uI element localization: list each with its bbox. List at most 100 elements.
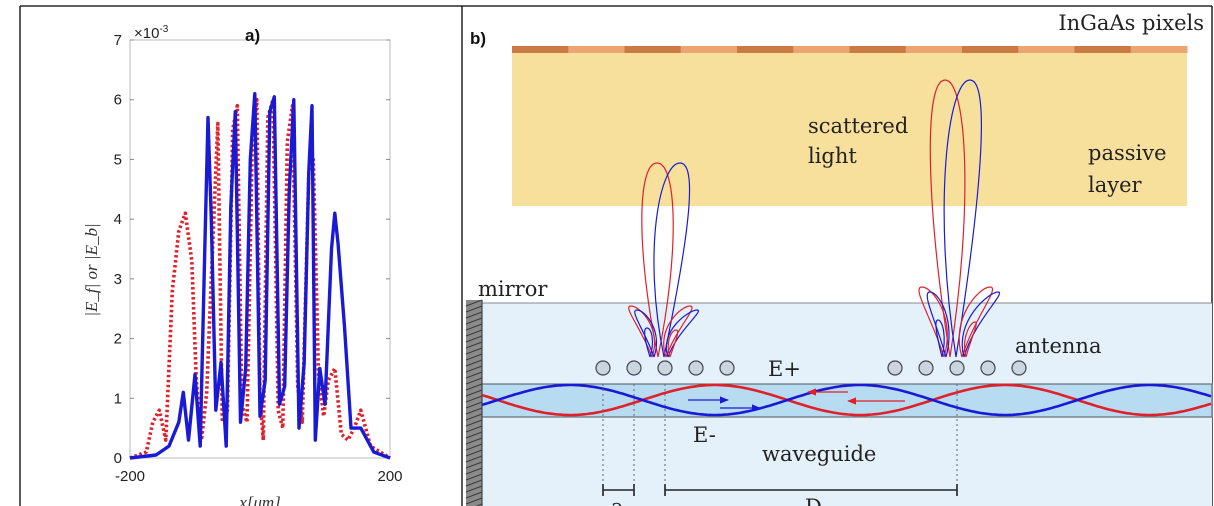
y-tick-label: 3 [114,271,122,288]
mirror-hatch-line [465,299,483,307]
y-tick-label: 6 [114,92,122,109]
mirror-hatch-line [465,425,483,433]
y-tick-label: 7 [114,32,122,49]
passive-layer-label-line2: layer [1088,173,1143,197]
y-tick-label: 2 [114,331,122,348]
pixel [1018,46,1075,53]
mirror-hatch-line [465,311,483,319]
mirror-hatch-line [465,449,483,457]
pixel [680,46,738,53]
dimension-bars [602,484,958,496]
mirror-label: mirror [478,277,548,301]
y-tick-label: 5 [114,151,122,168]
scattering-lobe [667,329,679,358]
pixel [512,46,569,53]
mirror-hatch-line [465,335,483,343]
scattering-lobe [958,286,993,358]
panel-a-field-plot: 0 1 2 3 4 5 6 7 -200 200 a) ×10-3 |E_f| or |E_b|… [82,24,403,506]
e-minus-label: E- [693,423,716,447]
pixel [568,46,625,53]
pixel [1130,46,1188,53]
mirror-hatch-line [465,371,483,379]
mirror-hatch-line [465,329,483,337]
mirror-hatch-line [465,401,483,409]
x-tick-label: -200 [115,468,145,485]
mirror-hatch-line [465,479,483,487]
scattering-lobe [665,309,700,358]
scattering-lobe [935,319,945,358]
mirror-hatch-line [465,353,483,361]
mirror-hatch-line [465,413,483,421]
mirror-hatch-line [465,431,483,439]
pixel [1074,46,1132,53]
mirror-hatch-line [465,317,483,325]
propagation-arrows [688,388,905,412]
antenna-element [887,360,903,376]
spacing-d-label: D [805,495,822,506]
scattering-lobe [628,305,656,358]
e-plus-label: E+ [768,357,801,381]
y-axis-ticks: 0 1 2 3 4 5 6 7 [114,32,390,467]
y-multiplier: ×10-3 [134,24,169,42]
ingaas-pixels-label: InGaAs pixels [1058,11,1204,35]
mirror-hatch-line [465,389,483,397]
scattering-lobe [964,321,977,358]
y-tick-label: 4 [114,211,122,228]
scattered-light-label-line2: light [808,144,857,168]
mirror-hatch-line [465,473,483,481]
mirror-hatch-line [465,419,483,427]
spacing-a-label: a [611,495,624,506]
mirror-hatch-line [465,395,483,403]
mirror-hatch-line [465,365,483,373]
waveguide-label: waveguide [762,442,876,466]
pixel [624,46,682,53]
panel-b-device-schematic: b) InGaAs pixels scattered light passive… [465,11,1213,506]
mirror-hatch-line [465,347,483,355]
scattering-lobe [644,327,654,358]
pixel [849,46,907,53]
scattering-lobes [628,79,1001,358]
mirror-hatch-line [465,377,483,385]
mirror-hatch-line [465,407,483,415]
scattering-lobe [653,162,691,358]
panel-b-label: b) [470,29,486,48]
passive-layer-label: passive [1088,141,1167,165]
antenna-element [949,360,965,376]
y-tick-label: 1 [114,390,122,407]
x-axis-label: x[μm] [238,493,281,506]
antenna-element [1011,360,1027,376]
mirror [465,299,483,506]
pixel [905,46,963,53]
y-axis-label: |E_f| or |E_b| [82,223,101,316]
e-minus-wave [481,383,1212,417]
scattering-lobe [929,79,966,358]
mirror-hatch-line [465,455,483,463]
mirror-hatch-line [475,503,483,506]
antenna-element [688,360,704,376]
mirror-hatch-line [465,437,483,445]
mirror-hatch-line [465,359,483,367]
dimension-guides [602,384,958,496]
antenna-array [595,360,1027,376]
mirror-hatch-line [465,491,483,499]
pixel [737,46,794,53]
antenna-element [719,360,735,376]
forward-field-series [129,92,391,460]
pixel [793,46,850,53]
scattering-lobe [961,291,1001,358]
panel-a-label: a) [245,26,260,45]
scattering-lobe [641,162,674,358]
antenna-element [626,360,642,376]
antenna-element [918,360,934,376]
antenna-element [595,360,611,376]
mirror-hatch-line [465,383,483,391]
e-plus-wave [481,383,1212,417]
antenna-element [657,360,673,376]
scattering-lobe [918,286,948,358]
waveguide-core [481,383,1213,418]
mirror-hatch-line [465,461,483,469]
mirror-hatch-line [465,485,483,493]
antenna-label: antenna [1015,334,1101,358]
passive-layer [512,52,1187,206]
